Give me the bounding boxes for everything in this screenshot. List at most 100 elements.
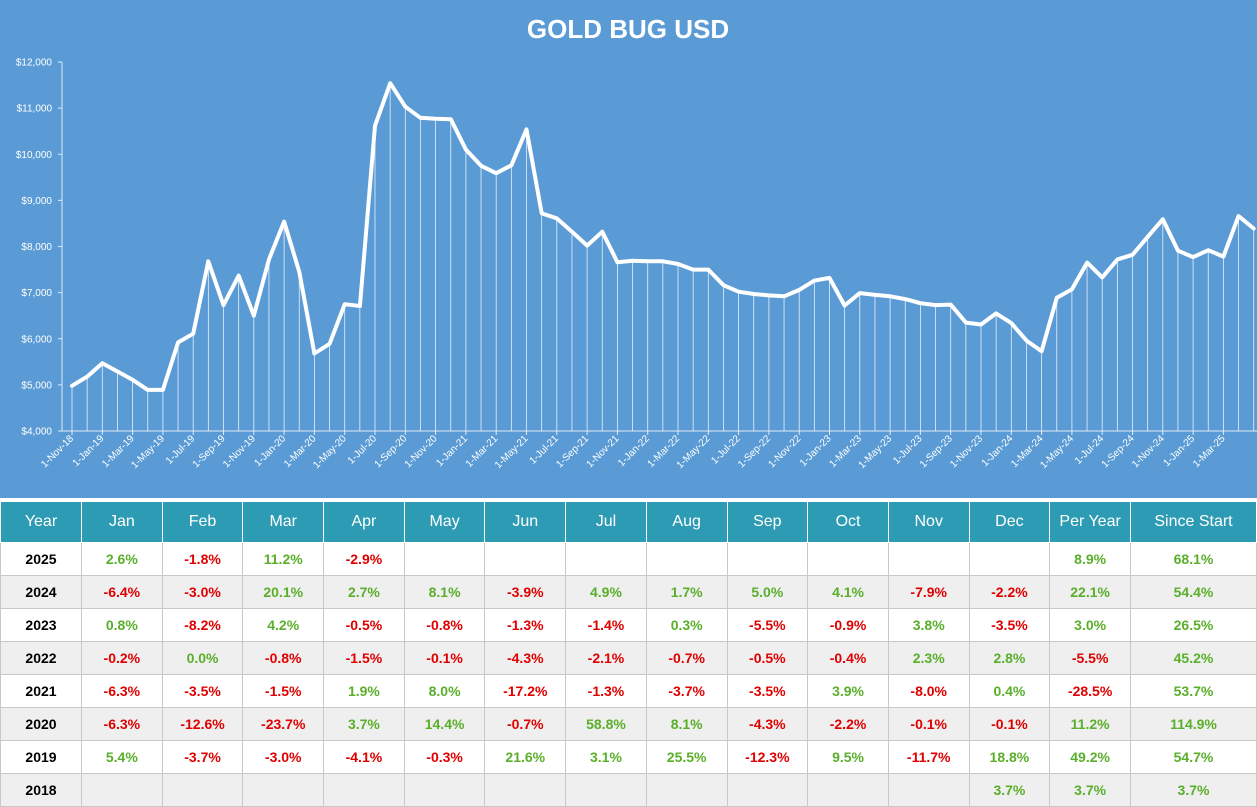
return-cell: -6.3%: [81, 707, 163, 741]
return-cell: 4.1%: [807, 575, 889, 609]
y-tick-label: $6,000: [21, 334, 52, 345]
x-tick-label: 1-May-23: [857, 433, 895, 471]
return-cell: -28.5%: [1049, 674, 1131, 708]
return-cell: -0.5%: [323, 608, 405, 642]
year-cell: 2018: [0, 773, 82, 807]
return-cell: 3.7%: [1049, 773, 1131, 807]
return-cell: 8.1%: [403, 575, 486, 609]
column-header: Apr: [323, 501, 405, 543]
return-cell: [403, 773, 486, 807]
return-cell: 3.0%: [1049, 608, 1131, 642]
table-row: 2019 5.4% -3.7% -3.0% -4.1% -0.3% 21.6% 3.1% 25.…: [0, 740, 1257, 774]
return-cell: 2.6%: [81, 542, 163, 576]
x-tick-label: 1-Nov-23: [948, 433, 985, 470]
year-cell: 2019: [0, 740, 82, 774]
return-cell: -0.9%: [807, 608, 889, 642]
return-cell: [807, 773, 889, 807]
return-cell: 0.8%: [81, 608, 163, 642]
monthly-returns-table: Year Jan Feb Mar Apr May Jun Jul Aug Sep Oct Nov Dec…: [0, 501, 1257, 807]
return-cell: 18.8%: [968, 740, 1051, 774]
y-tick-label: $5,000: [21, 380, 52, 391]
y-tick-label: $11,000: [17, 104, 53, 115]
return-cell: -0.7%: [645, 641, 728, 675]
return-cell: -12.3%: [726, 740, 809, 774]
x-tick-label: 1-May-21: [493, 433, 531, 471]
return-cell: -3.5%: [161, 674, 244, 708]
x-tick-label: 1-Nov-20: [403, 433, 440, 470]
x-tick-label: 1-Nov-19: [221, 433, 258, 470]
return-cell: -0.4%: [807, 641, 889, 675]
return-cell: [323, 773, 405, 807]
return-cell: [484, 773, 567, 807]
return-cell: [403, 542, 486, 576]
return-cell: 14.4%: [403, 707, 486, 741]
return-cell: -1.3%: [484, 608, 567, 642]
return-cell: [565, 773, 647, 807]
column-header: Nov: [887, 501, 970, 543]
return-cell: 11.2%: [242, 542, 325, 576]
table-body: 2025 2.6% -1.8% 11.2% -2.9% 8.9% 68.1% 2024 -6.4…: [0, 542, 1257, 807]
year-cell: 2025: [0, 542, 82, 576]
return-cell: -1.3%: [565, 674, 647, 708]
year-cell: 2022: [0, 641, 82, 675]
column-header: Jul: [565, 501, 647, 543]
column-header: Year: [0, 501, 82, 543]
return-cell: -0.1%: [968, 707, 1051, 741]
return-cell: [161, 773, 244, 807]
return-cell: -1.4%: [565, 608, 647, 642]
table-row: 2023 0.8% -8.2% 4.2% -0.5% -0.8% -1.3% -1.4% 0.3…: [0, 608, 1257, 642]
return-cell: -3.7%: [645, 674, 728, 708]
return-cell: 2.3%: [887, 641, 970, 675]
return-cell: 0.0%: [161, 641, 244, 675]
y-tick-label: $7,000: [21, 288, 52, 299]
return-cell: 3.7%: [323, 707, 405, 741]
return-cell: 0.3%: [645, 608, 728, 642]
table-row: 2025 2.6% -1.8% 11.2% -2.9% 8.9% 68.1%: [0, 542, 1257, 576]
return-cell: -2.1%: [565, 641, 647, 675]
return-cell: 8.1%: [645, 707, 728, 741]
return-cell: -8.0%: [887, 674, 970, 708]
return-cell: 54.7%: [1130, 740, 1257, 774]
return-cell: -12.6%: [161, 707, 244, 741]
table-row: 2020 -6.3% -12.6% -23.7% 3.7% 14.4% -0.7% 58.8%…: [0, 707, 1257, 741]
return-cell: -2.9%: [323, 542, 405, 576]
year-cell: 2023: [0, 608, 82, 642]
return-cell: [726, 542, 809, 576]
y-tick-label: $4,000: [21, 427, 52, 438]
return-cell: -0.3%: [403, 740, 486, 774]
return-cell: 5.4%: [81, 740, 163, 774]
x-tick-label: 1-May-22: [675, 433, 713, 471]
column-header: Feb: [161, 501, 244, 543]
return-cell: 3.9%: [807, 674, 889, 708]
column-header: Jan: [81, 501, 163, 543]
return-cell: -11.7%: [887, 740, 970, 774]
return-cell: -1.5%: [242, 674, 325, 708]
return-cell: -4.1%: [323, 740, 405, 774]
return-cell: [242, 773, 325, 807]
return-cell: -2.2%: [968, 575, 1051, 609]
column-header: Aug: [645, 501, 728, 543]
x-tick-label: 1-May-20: [311, 433, 349, 471]
column-header: Mar: [242, 501, 325, 543]
return-cell: -4.3%: [726, 707, 809, 741]
return-cell: 45.2%: [1130, 641, 1257, 675]
return-cell: [484, 542, 567, 576]
year-cell: 2020: [0, 707, 82, 741]
table-row: 2018 3.7% 3.7% 3.7%: [0, 773, 1257, 807]
return-cell: 2.8%: [968, 641, 1051, 675]
return-cell: -7.9%: [887, 575, 970, 609]
x-tick-label: 1-Nov-21: [585, 433, 622, 470]
return-cell: 4.2%: [242, 608, 325, 642]
return-cell: -3.5%: [968, 608, 1051, 642]
return-cell: -5.5%: [726, 608, 809, 642]
return-cell: 21.6%: [484, 740, 567, 774]
return-cell: 11.2%: [1049, 707, 1131, 741]
x-tick-label: 1-Nov-24: [1130, 433, 1167, 470]
return-cell: [807, 542, 889, 576]
return-cell: -0.8%: [403, 608, 486, 642]
return-cell: 114.9%: [1130, 707, 1257, 741]
return-cell: -3.5%: [726, 674, 809, 708]
return-cell: -3.0%: [242, 740, 325, 774]
return-cell: -2.2%: [807, 707, 889, 741]
return-cell: 53.7%: [1130, 674, 1257, 708]
